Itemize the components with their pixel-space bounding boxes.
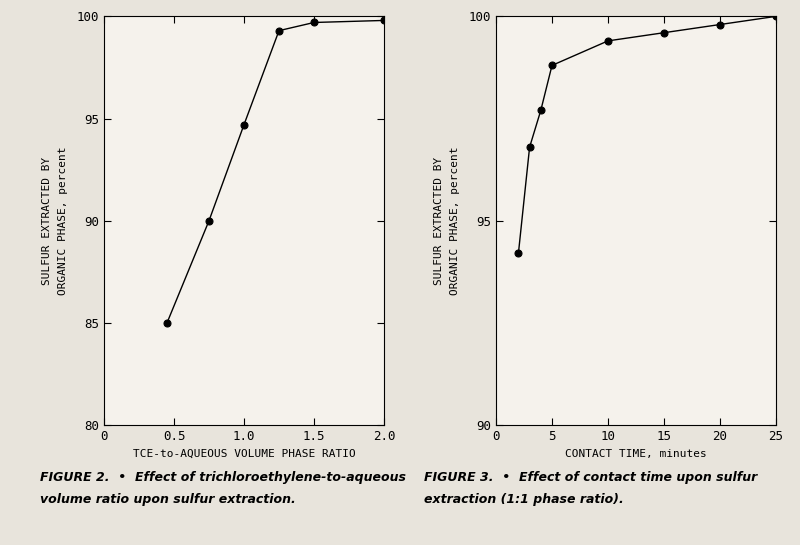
X-axis label: CONTACT TIME, minutes: CONTACT TIME, minutes — [565, 449, 707, 458]
Text: extraction (1:1 phase ratio).: extraction (1:1 phase ratio). — [424, 493, 624, 506]
X-axis label: TCE-to-AQUEOUS VOLUME PHASE RATIO: TCE-to-AQUEOUS VOLUME PHASE RATIO — [133, 449, 355, 458]
Y-axis label: SULFUR EXTRACTED BY
ORGANIC PHASE, percent: SULFUR EXTRACTED BY ORGANIC PHASE, perce… — [434, 147, 460, 295]
Text: FIGURE 3.  •  Effect of contact time upon sulfur: FIGURE 3. • Effect of contact time upon … — [424, 471, 758, 485]
Text: FIGURE 2.  •  Effect of trichloroethylene-to-aqueous: FIGURE 2. • Effect of trichloroethylene-… — [40, 471, 406, 485]
Y-axis label: SULFUR EXTRACTED BY
ORGANIC PHASE, percent: SULFUR EXTRACTED BY ORGANIC PHASE, perce… — [42, 147, 68, 295]
Text: volume ratio upon sulfur extraction.: volume ratio upon sulfur extraction. — [40, 493, 296, 506]
